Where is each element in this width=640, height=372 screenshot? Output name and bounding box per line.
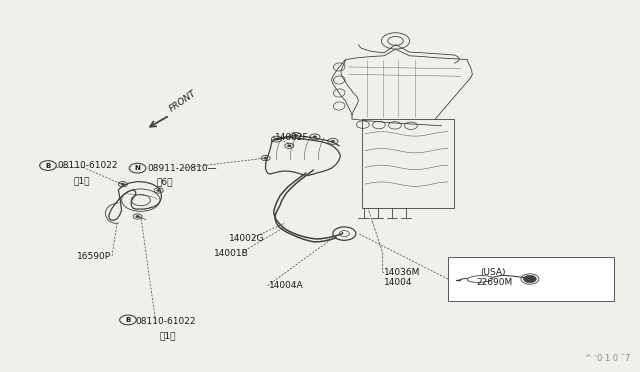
Circle shape: [287, 145, 291, 147]
Circle shape: [331, 140, 335, 142]
Text: （1）: （1）: [159, 331, 176, 340]
Text: 16590P: 16590P: [77, 252, 111, 261]
Text: 08110-61022: 08110-61022: [136, 317, 196, 326]
Text: 14036M: 14036M: [384, 268, 420, 277]
Circle shape: [313, 136, 317, 138]
Circle shape: [121, 183, 125, 185]
Text: （6）: （6）: [157, 178, 173, 187]
Text: 14002G: 14002G: [229, 234, 264, 243]
Text: 08911-20810—: 08911-20810—: [147, 164, 217, 173]
Text: 14004: 14004: [384, 278, 413, 287]
Text: (USA): (USA): [480, 268, 506, 277]
Text: ^ ʼ0 1 0 ˇ7: ^ ʼ0 1 0 ˇ7: [585, 354, 630, 363]
Circle shape: [157, 189, 161, 192]
Text: B: B: [125, 317, 131, 323]
Circle shape: [294, 134, 298, 137]
Circle shape: [264, 157, 268, 159]
Text: 14002F: 14002F: [275, 133, 309, 142]
Text: B: B: [45, 163, 51, 169]
Text: N: N: [134, 165, 141, 171]
Text: 14004A: 14004A: [269, 281, 303, 290]
Text: 22690M: 22690M: [477, 278, 513, 287]
Text: 08110-61022: 08110-61022: [58, 161, 118, 170]
Circle shape: [524, 275, 536, 283]
Text: （1）: （1）: [73, 176, 90, 185]
Bar: [448, 257, 614, 301]
Text: FRONT: FRONT: [168, 89, 198, 113]
Circle shape: [275, 138, 278, 140]
Circle shape: [136, 215, 140, 218]
Text: 14001B: 14001B: [214, 249, 249, 258]
